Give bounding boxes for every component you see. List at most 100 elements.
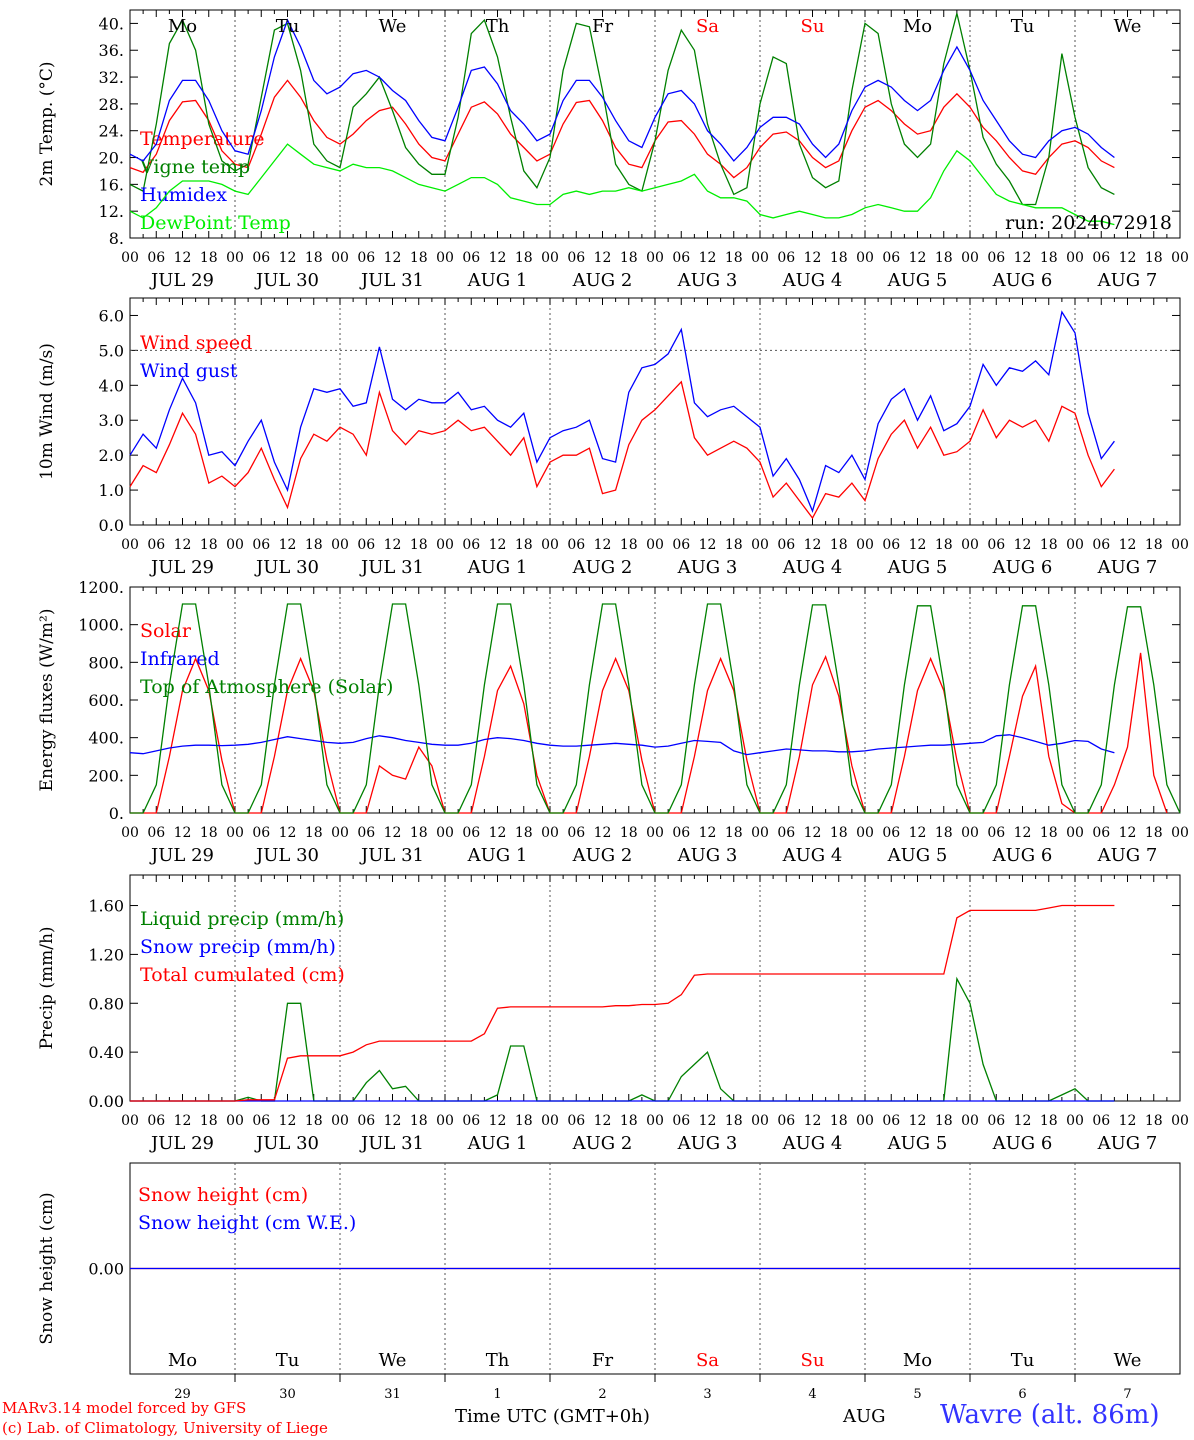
hour-tick-label: 12 bbox=[384, 1113, 402, 1129]
date-label: AUG 2 bbox=[572, 557, 633, 578]
hour-tick-label: 18 bbox=[1145, 825, 1163, 841]
hour-tick-label: 18 bbox=[410, 825, 428, 841]
hour-tick-label: 12 bbox=[384, 250, 402, 266]
hour-tick-label: 06 bbox=[147, 250, 165, 266]
date-label: AUG 5 bbox=[887, 270, 948, 291]
weekday-label: Sa bbox=[696, 1350, 719, 1371]
hour-tick-label: 00 bbox=[856, 537, 874, 553]
hour-tick-label: 06 bbox=[987, 250, 1005, 266]
hour-tick-label: 06 bbox=[147, 1113, 165, 1129]
weekday-label: Th bbox=[486, 1350, 510, 1371]
panel-5: 0.00 Snow height (cm) Snow height (cm) Snow… bbox=[37, 1162, 1181, 1402]
legend-entry: Snow height (cm) bbox=[138, 1184, 308, 1206]
date-label: JUL 29 bbox=[149, 557, 214, 578]
hour-tick-label: 12 bbox=[1119, 1113, 1137, 1129]
legend-entry: Wind gust bbox=[140, 360, 238, 382]
series-line-3 bbox=[129, 18, 1115, 162]
date-label: AUG 7 bbox=[1097, 557, 1158, 578]
hour-tick-label: 06 bbox=[462, 250, 480, 266]
hour-tick-label: 00 bbox=[961, 250, 979, 266]
y-tick-label: 36. bbox=[99, 41, 124, 60]
run-label: run: 2024072918 bbox=[1005, 212, 1172, 234]
y-tick-label: 0.00 bbox=[88, 1092, 124, 1111]
date-label: AUG 2 bbox=[572, 845, 633, 866]
hour-tick-label: 12 bbox=[279, 1113, 297, 1129]
hour-tick-label: 06 bbox=[672, 825, 690, 841]
y-tick-label: 16. bbox=[99, 175, 124, 194]
hour-tick-label: 00 bbox=[1171, 825, 1189, 841]
y-tick-label: 6.0 bbox=[99, 306, 124, 325]
hour-tick-label: 00 bbox=[541, 825, 559, 841]
series-line-1 bbox=[129, 79, 1115, 179]
y-axis-label: 2m Temp. (°C) bbox=[37, 61, 57, 186]
legend-entry: Infrared bbox=[140, 648, 220, 670]
hour-tick-label: 06 bbox=[1092, 537, 1110, 553]
legend-entry: Vigne temp bbox=[139, 156, 250, 178]
hour-tick-label: 06 bbox=[777, 537, 795, 553]
hour-tick-label: 18 bbox=[830, 250, 848, 266]
y-tick-label: 0. bbox=[109, 804, 124, 823]
date-label: AUG 3 bbox=[677, 845, 738, 866]
hour-tick-label: 06 bbox=[567, 825, 585, 841]
y-axis-label: 10m Wind (m/s) bbox=[37, 343, 57, 480]
hour-tick-label: 12 bbox=[1014, 537, 1032, 553]
date-label: JUL 31 bbox=[359, 845, 424, 866]
hour-tick-label: 12 bbox=[699, 1113, 717, 1129]
date-label: AUG 4 bbox=[782, 1133, 843, 1154]
hour-tick-label: 06 bbox=[357, 825, 375, 841]
hour-tick-label: 00 bbox=[961, 537, 979, 553]
date-label: JUL 29 bbox=[149, 270, 214, 291]
legend-entry: Liquid precip (mm/h) bbox=[140, 908, 344, 930]
hour-tick-label: 06 bbox=[147, 537, 165, 553]
hour-tick-label: 18 bbox=[305, 250, 323, 266]
hour-tick-label: 12 bbox=[699, 825, 717, 841]
hour-tick-label: 12 bbox=[489, 250, 507, 266]
y-tick-label: 2.0 bbox=[99, 446, 124, 465]
hour-tick-label: 06 bbox=[462, 537, 480, 553]
date-label: JUL 29 bbox=[149, 1133, 214, 1154]
hour-tick-label: 12 bbox=[804, 825, 822, 841]
date-label: AUG 3 bbox=[677, 557, 738, 578]
hour-tick-label: 00 bbox=[1066, 250, 1084, 266]
hour-tick-label: 06 bbox=[252, 250, 270, 266]
hour-tick-label: 06 bbox=[672, 250, 690, 266]
day-number-label: 30 bbox=[279, 1387, 296, 1402]
hour-tick-label: 12 bbox=[279, 825, 297, 841]
hour-tick-label: 00 bbox=[331, 250, 349, 266]
y-tick-label: 1.20 bbox=[88, 945, 124, 964]
weekday-label: Mo bbox=[168, 1350, 197, 1371]
weekday-label: Sa bbox=[696, 16, 719, 37]
hour-tick-label: 12 bbox=[279, 537, 297, 553]
hour-tick-label: 00 bbox=[226, 250, 244, 266]
hour-tick-label: 12 bbox=[1014, 825, 1032, 841]
hour-tick-label: 12 bbox=[1119, 250, 1137, 266]
hour-tick-label: 06 bbox=[252, 537, 270, 553]
date-label: AUG 2 bbox=[572, 270, 633, 291]
weekday-label: We bbox=[379, 16, 407, 37]
hour-tick-label: 18 bbox=[830, 1113, 848, 1129]
hour-tick-label: 18 bbox=[305, 825, 323, 841]
hour-tick-label: 00 bbox=[751, 250, 769, 266]
date-label: JUL 31 bbox=[359, 557, 424, 578]
hour-tick-label: 12 bbox=[699, 537, 717, 553]
hour-tick-label: 18 bbox=[935, 537, 953, 553]
date-label: AUG 6 bbox=[992, 270, 1053, 291]
hour-tick-label: 06 bbox=[567, 1113, 585, 1129]
hour-tick-label: 00 bbox=[961, 825, 979, 841]
day-number-label: 6 bbox=[1018, 1387, 1026, 1402]
y-tick-label: 0.80 bbox=[88, 994, 124, 1013]
hour-tick-label: 18 bbox=[515, 537, 533, 553]
date-label: AUG 1 bbox=[467, 557, 528, 578]
hour-tick-label: 06 bbox=[777, 250, 795, 266]
hour-tick-label: 12 bbox=[489, 1113, 507, 1129]
hour-tick-label: 18 bbox=[1040, 250, 1058, 266]
hour-tick-label: 18 bbox=[305, 537, 323, 553]
date-label: AUG 5 bbox=[887, 845, 948, 866]
hour-tick-label: 12 bbox=[1014, 1113, 1032, 1129]
hour-tick-label: 00 bbox=[226, 1113, 244, 1129]
hour-tick-label: 00 bbox=[331, 537, 349, 553]
hour-tick-label: 12 bbox=[384, 537, 402, 553]
hour-tick-label: 18 bbox=[515, 825, 533, 841]
hour-tick-label: 18 bbox=[200, 1113, 218, 1129]
weekday-label: Tu bbox=[276, 16, 300, 37]
